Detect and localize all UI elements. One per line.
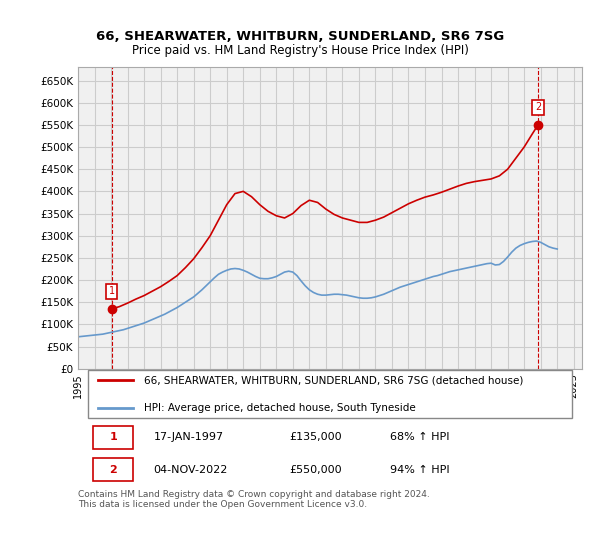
- Text: Price paid vs. HM Land Registry's House Price Index (HPI): Price paid vs. HM Land Registry's House …: [131, 44, 469, 57]
- Text: 17-JAN-1997: 17-JAN-1997: [154, 432, 224, 442]
- Text: 68% ↑ HPI: 68% ↑ HPI: [391, 432, 450, 442]
- Text: 66, SHEARWATER, WHITBURN, SUNDERLAND, SR6 7SG: 66, SHEARWATER, WHITBURN, SUNDERLAND, SR…: [96, 30, 504, 43]
- FancyBboxPatch shape: [93, 426, 133, 449]
- Text: 2: 2: [109, 465, 117, 474]
- Text: 1: 1: [109, 287, 115, 296]
- Text: 1: 1: [109, 432, 117, 442]
- Text: 66, SHEARWATER, WHITBURN, SUNDERLAND, SR6 7SG (detached house): 66, SHEARWATER, WHITBURN, SUNDERLAND, SR…: [143, 375, 523, 385]
- Text: Contains HM Land Registry data © Crown copyright and database right 2024.
This d: Contains HM Land Registry data © Crown c…: [78, 489, 430, 509]
- Text: 04-NOV-2022: 04-NOV-2022: [154, 465, 228, 474]
- Text: £135,000: £135,000: [290, 432, 343, 442]
- Text: 2: 2: [535, 102, 541, 113]
- Text: HPI: Average price, detached house, South Tyneside: HPI: Average price, detached house, Sout…: [143, 403, 415, 413]
- Text: £550,000: £550,000: [290, 465, 343, 474]
- FancyBboxPatch shape: [88, 370, 572, 418]
- Text: 94% ↑ HPI: 94% ↑ HPI: [391, 465, 450, 474]
- FancyBboxPatch shape: [93, 458, 133, 481]
